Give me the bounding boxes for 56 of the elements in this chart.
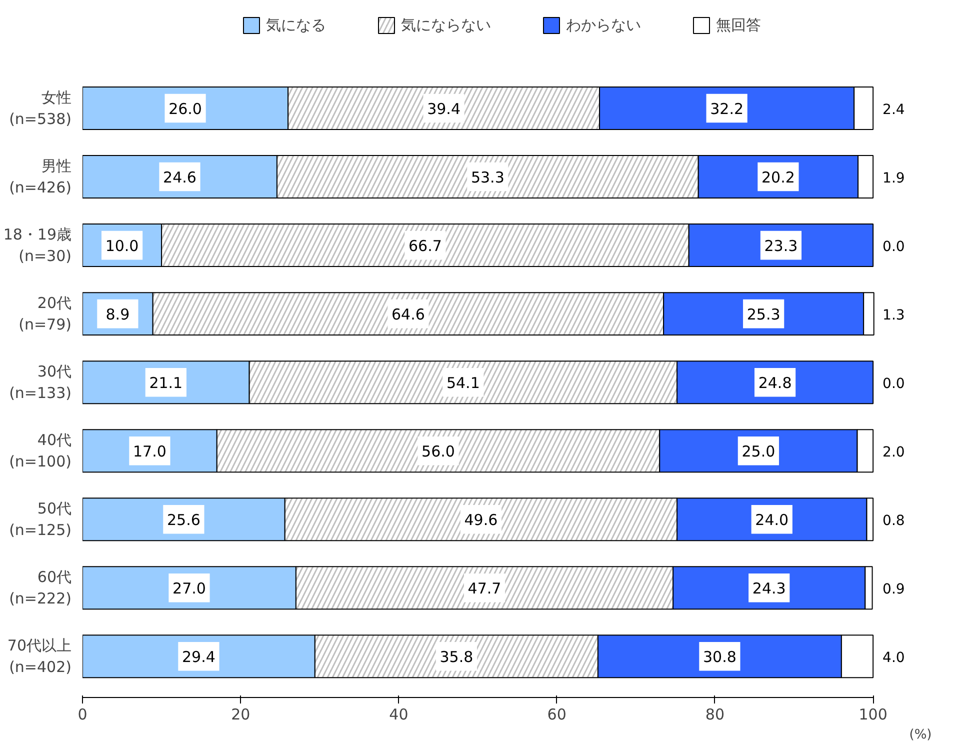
data-label: 54.1: [446, 374, 480, 392]
data-label: 66.7: [408, 236, 442, 255]
y-tick-label: 女性 (n=538): [9, 88, 72, 128]
data-label: 35.8: [440, 648, 474, 666]
data-label: 21.1: [149, 374, 183, 392]
data-label: 24.3: [752, 579, 786, 598]
y-tick-label: 30代 (n=133): [9, 362, 72, 402]
data-label: 30.8: [702, 648, 736, 666]
data-label: 25.0: [742, 442, 776, 460]
data-label: 4.0: [882, 650, 905, 666]
data-label: 10.0: [105, 236, 139, 255]
data-label: 47.7: [468, 579, 502, 598]
x-tick-label: 80: [705, 706, 725, 724]
data-label: 2.0: [882, 444, 905, 460]
x-axis-title: (%): [909, 728, 932, 742]
y-tick-label: 50代 (n=125): [9, 500, 72, 540]
data-label: 0.0: [882, 376, 905, 392]
data-label: 8.9: [106, 305, 130, 324]
data-label: 1.9: [882, 170, 905, 186]
data-label: 53.3: [470, 168, 504, 186]
y-tick-label: 60代 (n=222): [9, 568, 72, 608]
data-label: 0.8: [882, 512, 905, 529]
legend-label: 気にならない: [401, 16, 491, 34]
y-tick-label: 男性 (n=426): [9, 156, 72, 197]
x-tick-label: 40: [389, 706, 408, 724]
data-label: 24.6: [163, 168, 196, 186]
data-label: 39.4: [427, 100, 460, 118]
data-label: 25.6: [166, 510, 200, 529]
data-label: 56.0: [422, 442, 455, 460]
data-label: 25.3: [746, 305, 780, 324]
data-label: 49.6: [464, 510, 498, 529]
data-label: 23.3: [764, 236, 798, 255]
legend-label: わからない: [566, 16, 641, 34]
x-tick-label: 100: [858, 706, 888, 724]
legend-label: 無回答: [716, 16, 761, 34]
data-label: 24.0: [755, 510, 789, 529]
x-tick-label: 60: [547, 706, 566, 724]
data-label: 29.4: [182, 648, 216, 666]
data-label: 26.0: [168, 100, 202, 118]
data-label: 17.0: [133, 442, 166, 460]
data-label: 27.0: [172, 579, 206, 598]
data-label: 0.9: [882, 581, 905, 598]
y-tick-label: 18・19歳 (n=30): [3, 226, 72, 266]
data-label: 64.6: [392, 305, 425, 324]
data-label: 24.8: [758, 374, 792, 392]
data-label: 2.4: [882, 102, 905, 118]
y-tick-label: 20代 (n=79): [18, 294, 72, 334]
y-tick-label: 40代 (n=100): [9, 431, 72, 471]
data-label: 0.0: [882, 238, 905, 255]
y-tick-label: 70代以上 (n=402): [7, 636, 72, 676]
data-label: 20.2: [762, 168, 795, 186]
legend-label: 気になる: [266, 16, 326, 34]
data-label: 1.3: [882, 307, 905, 324]
x-tick-label: 0: [78, 706, 88, 724]
data-label: 32.2: [710, 100, 744, 118]
x-tick-label: 20: [231, 706, 250, 724]
